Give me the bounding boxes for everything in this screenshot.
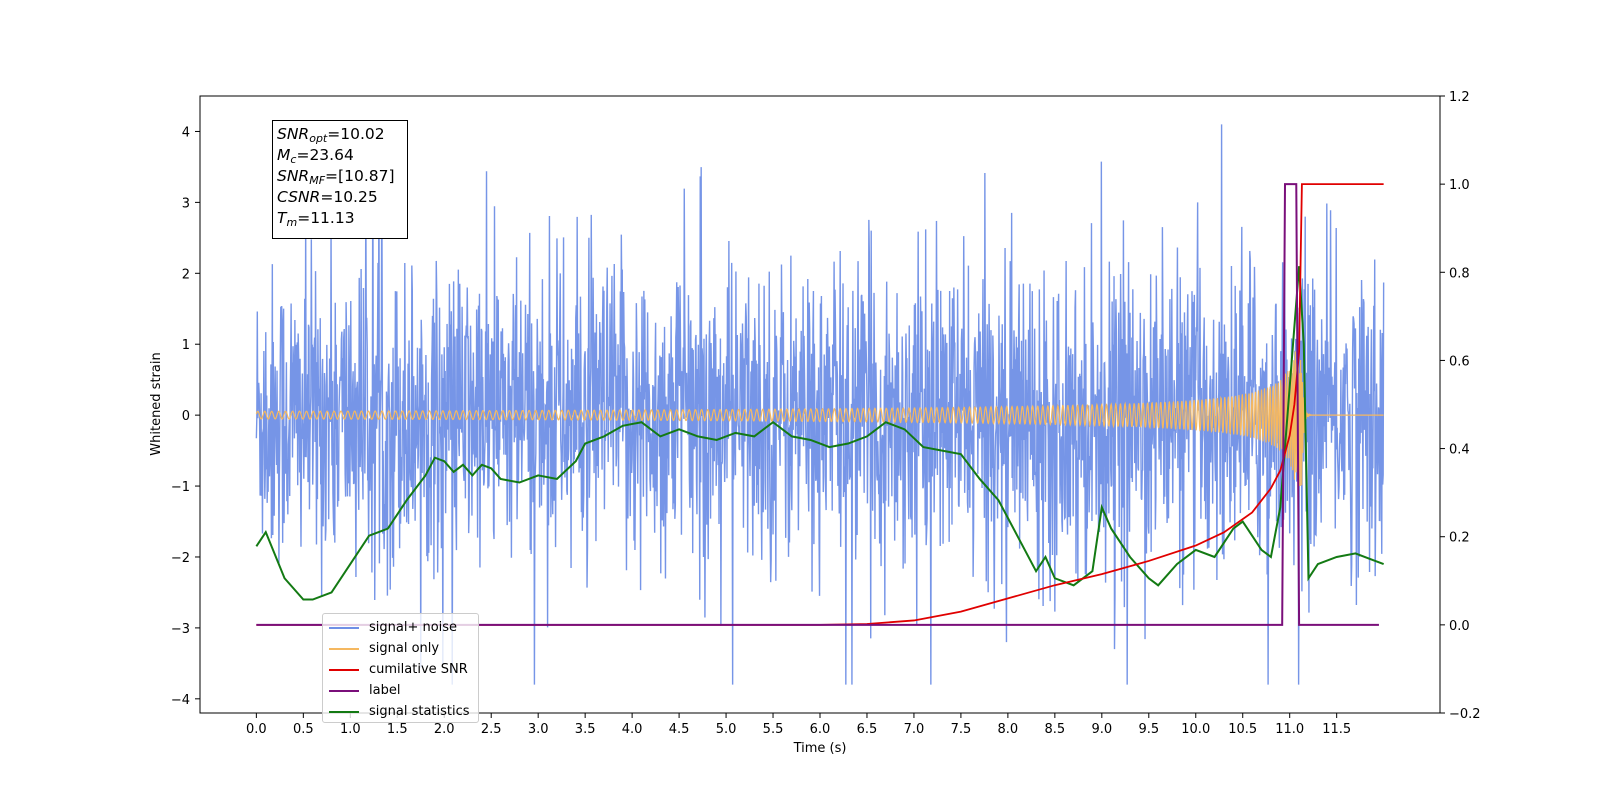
- y-tick-label: −1: [171, 480, 190, 495]
- annotation-box: SNRopt=10.02 Mc=23.64 SNRMF=[10.87] CSNR…: [272, 120, 408, 239]
- legend-label: cumilative SNR: [369, 662, 468, 677]
- x-tick-label: 1.5: [387, 722, 408, 737]
- plot-area: [255, 124, 1385, 685]
- x-tick-label: 8.0: [998, 722, 1019, 737]
- series-signal-statistics-line: [255, 266, 1384, 601]
- mc-value: 23.64: [309, 146, 354, 164]
- legend-swatch: [329, 668, 359, 671]
- y2-tick-label: 0.8: [1449, 266, 1470, 281]
- series-label-line: [256, 183, 1379, 626]
- x-tick-label: 2.0: [434, 722, 455, 737]
- x-tick-label: 9.5: [1138, 722, 1159, 737]
- x-tick-label: 10.0: [1181, 722, 1210, 737]
- x-tick-label: 11.0: [1275, 722, 1304, 737]
- x-tick-label: 7.0: [904, 722, 925, 737]
- series-signal-noise-line: [255, 124, 1385, 685]
- legend-item: cumilative SNR: [329, 659, 478, 680]
- y-tick-label: 0: [182, 409, 190, 424]
- x-tick-label: 3.0: [528, 722, 549, 737]
- legend-label: label: [369, 683, 401, 698]
- snr-opt-line: SNRopt=10.02: [277, 125, 385, 145]
- snr-opt-value: 10.02: [340, 125, 385, 143]
- x-tick-label: 3.5: [575, 722, 596, 737]
- x-tick-label: 6.5: [857, 722, 878, 737]
- y2-tick-label: 0.0: [1449, 619, 1470, 634]
- legend-label: signal only: [369, 641, 440, 656]
- y2-tick-label: 0.2: [1449, 531, 1470, 546]
- snr-mf-value: [10.87]: [338, 167, 395, 185]
- y-tick-label: −2: [171, 551, 190, 566]
- legend-swatch: [329, 647, 359, 650]
- x-axis-label: Time (s): [793, 741, 847, 756]
- y2-tick-label: 1.0: [1449, 178, 1470, 193]
- mc-line: Mc=23.64: [277, 146, 354, 166]
- x-tick-label: 4.0: [622, 722, 643, 737]
- y-tick-label: 2: [182, 267, 190, 282]
- legend-item: signal+ noise: [329, 617, 478, 638]
- x-tick-label: 0.0: [246, 722, 267, 737]
- x-tick-label: 4.5: [669, 722, 690, 737]
- y2-tick-label: −0.2: [1449, 707, 1481, 722]
- x-tick-label: 5.5: [763, 722, 784, 737]
- x-tick-label: 7.5: [951, 722, 972, 737]
- y2-tick-label: 0.4: [1449, 443, 1470, 458]
- x-tick-label: 10.5: [1228, 722, 1257, 737]
- y-tick-label: −4: [171, 693, 190, 708]
- y-tick-label: −3: [171, 622, 190, 637]
- legend-swatch: [329, 710, 359, 713]
- series-signal-only-line: [255, 351, 1384, 487]
- legend-swatch: [329, 689, 359, 692]
- legend-swatch: [329, 626, 359, 629]
- tm-line: Tm=11.13: [277, 209, 355, 229]
- legend-item: label: [329, 680, 478, 701]
- snr-mf-line: SNRMF=[10.87]: [277, 167, 395, 187]
- y-axis-left: −4 −3 −2 −1 0 1 2 3 4: [171, 125, 200, 708]
- y-tick-label: 1: [182, 338, 190, 353]
- x-tick-label: 0.5: [293, 722, 314, 737]
- legend-item: signal only: [329, 638, 478, 659]
- tm-value: 11.13: [310, 209, 355, 227]
- x-tick-label: 2.5: [481, 722, 502, 737]
- x-tick-label: 6.0: [810, 722, 831, 737]
- x-tick-label: 11.5: [1322, 722, 1351, 737]
- csnr-value: 10.25: [333, 188, 378, 206]
- y-tick-label: 4: [182, 125, 190, 140]
- y-axis-label: Whitened strain: [149, 352, 164, 455]
- y2-tick-label: 0.6: [1449, 354, 1470, 369]
- csnr-line: CSNR=10.25: [277, 188, 378, 206]
- legend-item: signal statistics: [329, 701, 478, 722]
- x-tick-label: 8.5: [1045, 722, 1066, 737]
- legend-label: signal+ noise: [369, 620, 458, 635]
- x-tick-label: 5.0: [716, 722, 737, 737]
- x-tick-label: 1.0: [340, 722, 361, 737]
- legend-label: signal statistics: [369, 704, 470, 719]
- y2-tick-label: 1.2: [1449, 90, 1470, 105]
- x-axis: 0.0 0.5 1.0 1.5 2.0 2.5 3.0 3.5 4.0 4.5 5.0 5.5 6.0 6…: [246, 713, 1351, 737]
- y-tick-label: 3: [182, 196, 190, 211]
- x-tick-label: 9.0: [1091, 722, 1112, 737]
- y-axis-right: −0.2 0.0 0.2 0.4 0.6 0.8 1.0 1.2: [1440, 90, 1481, 722]
- legend: signal+ noise signal only cumilative SNR…: [322, 613, 479, 723]
